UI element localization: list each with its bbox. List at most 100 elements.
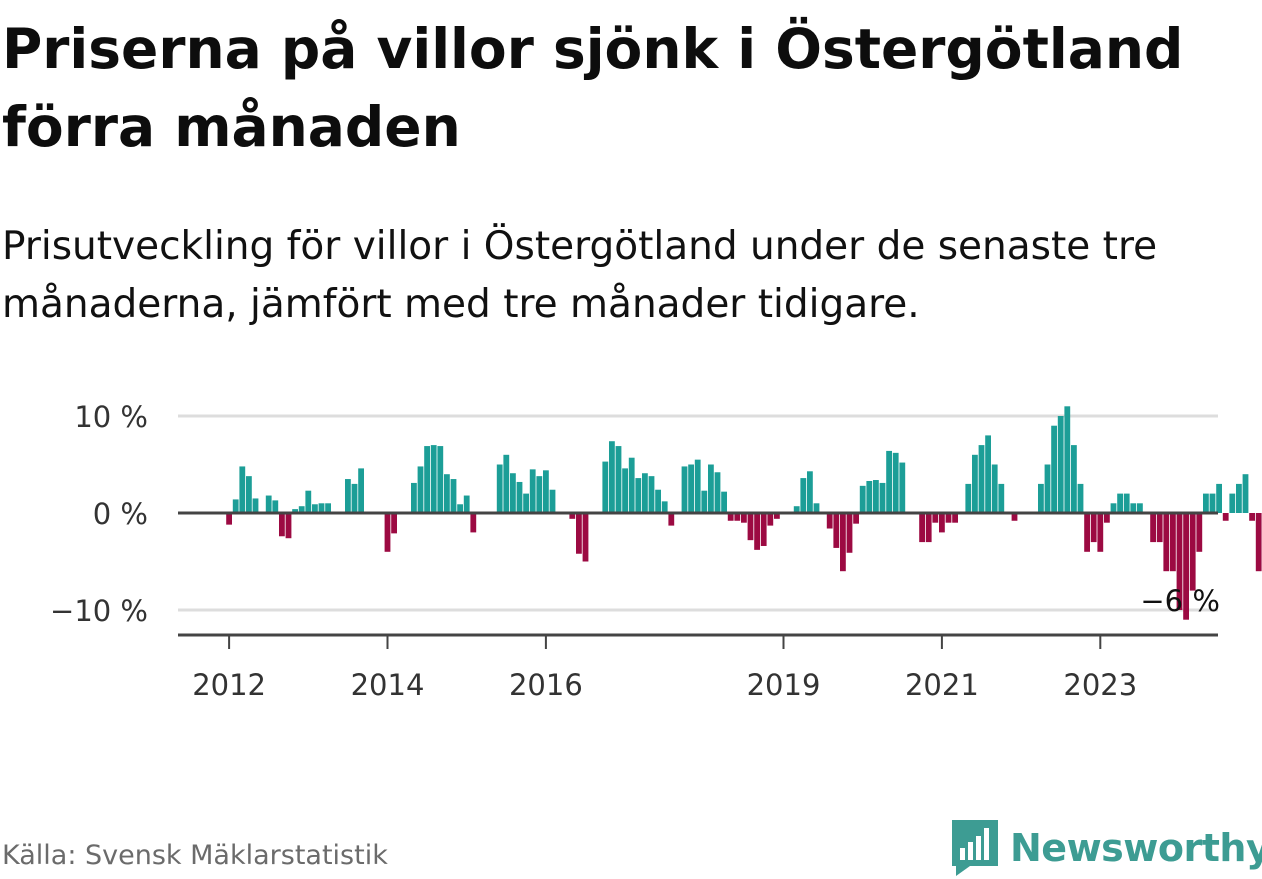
y-tick-label: 10 % <box>74 400 148 434</box>
bar <box>879 482 886 513</box>
bar <box>609 441 615 513</box>
bar <box>503 454 510 513</box>
bar <box>866 480 873 513</box>
bar <box>272 500 279 513</box>
bar <box>1038 483 1044 513</box>
bar <box>549 489 556 513</box>
bar <box>602 461 609 513</box>
brand-logo[interactable]: Newsworthy <box>950 818 1262 878</box>
bar <box>826 513 833 529</box>
bar <box>417 466 424 513</box>
bar <box>648 476 655 513</box>
bar <box>358 468 364 513</box>
bar <box>754 513 760 550</box>
bar <box>939 513 945 533</box>
bar <box>1130 503 1137 513</box>
bar <box>846 513 853 553</box>
bar <box>1044 464 1051 513</box>
x-tick-label: 2023 <box>1063 668 1137 702</box>
bar <box>655 489 661 513</box>
x-tick-label: 2012 <box>192 668 266 702</box>
bar <box>932 513 939 523</box>
bar <box>1156 513 1163 543</box>
bar <box>1110 503 1117 513</box>
bar <box>1064 406 1071 513</box>
x-tick-label: 2019 <box>747 668 821 702</box>
bar <box>813 503 820 513</box>
bar <box>265 495 272 513</box>
bar <box>298 506 305 513</box>
x-tick-label: 2021 <box>905 668 979 702</box>
bar <box>727 513 734 521</box>
bar <box>714 472 721 513</box>
bar <box>1229 493 1236 513</box>
bar <box>1084 513 1090 552</box>
bar <box>1236 483 1242 513</box>
bar <box>985 435 991 513</box>
bar <box>450 479 457 513</box>
bar <box>351 483 358 513</box>
bar <box>760 513 767 546</box>
y-tick-label: 0 % <box>93 497 148 531</box>
bar <box>991 464 998 513</box>
bar <box>279 513 285 537</box>
bar <box>536 476 543 513</box>
bar <box>741 513 747 523</box>
bar <box>1051 425 1057 513</box>
bar <box>1071 445 1077 513</box>
bar <box>807 471 813 513</box>
source-note: Källa: Svensk Mäklarstatistik <box>2 840 388 871</box>
bar <box>642 473 648 513</box>
bar <box>239 466 246 513</box>
bar <box>437 446 444 513</box>
bar <box>543 470 549 513</box>
bars <box>226 406 1262 620</box>
bar <box>569 513 576 519</box>
bar <box>853 513 859 524</box>
bar-chart: 10 % 0 % −10 % 2012 2014 2016 2019 2021 2023 −6 % <box>50 400 1262 702</box>
bar <box>998 483 1005 513</box>
bar <box>945 513 952 523</box>
bar <box>708 464 714 513</box>
bar <box>1104 513 1110 523</box>
bar <box>1123 493 1130 513</box>
bar <box>1196 513 1203 552</box>
bar <box>430 445 437 513</box>
bar <box>892 452 899 513</box>
bar <box>952 513 958 523</box>
bar <box>1222 513 1229 521</box>
bar <box>661 501 668 513</box>
bar <box>252 498 259 513</box>
bar <box>516 481 523 513</box>
bar <box>840 513 846 572</box>
bar <box>701 490 708 513</box>
bar <box>721 491 727 513</box>
bar <box>628 457 635 513</box>
bar <box>668 513 675 526</box>
grid-lines <box>178 414 1218 612</box>
x-tick-label: 2016 <box>509 668 583 702</box>
bar <box>965 483 972 513</box>
bar <box>1189 513 1196 591</box>
chart-subtitle: Prisutveckling för villor i Östergötland… <box>2 224 1158 327</box>
bar <box>925 513 932 543</box>
chart-title: Priserna på villor sjönk i Östergötland … <box>2 17 1184 159</box>
bar <box>470 513 477 533</box>
bar <box>226 513 232 525</box>
bar <box>1163 513 1170 572</box>
bar <box>978 445 985 513</box>
brand-name: Newsworthy <box>1010 826 1262 870</box>
bar <box>1077 483 1084 513</box>
bar <box>972 454 978 513</box>
bar <box>318 503 325 513</box>
bar <box>1203 493 1209 513</box>
newsworthy-logo-icon <box>952 820 998 876</box>
bar <box>774 513 780 519</box>
bar <box>1170 513 1176 572</box>
bar <box>886 450 892 513</box>
bar <box>1183 513 1189 620</box>
bar <box>384 513 391 552</box>
bar <box>463 495 470 513</box>
bar <box>292 509 298 513</box>
bar <box>1011 513 1018 521</box>
